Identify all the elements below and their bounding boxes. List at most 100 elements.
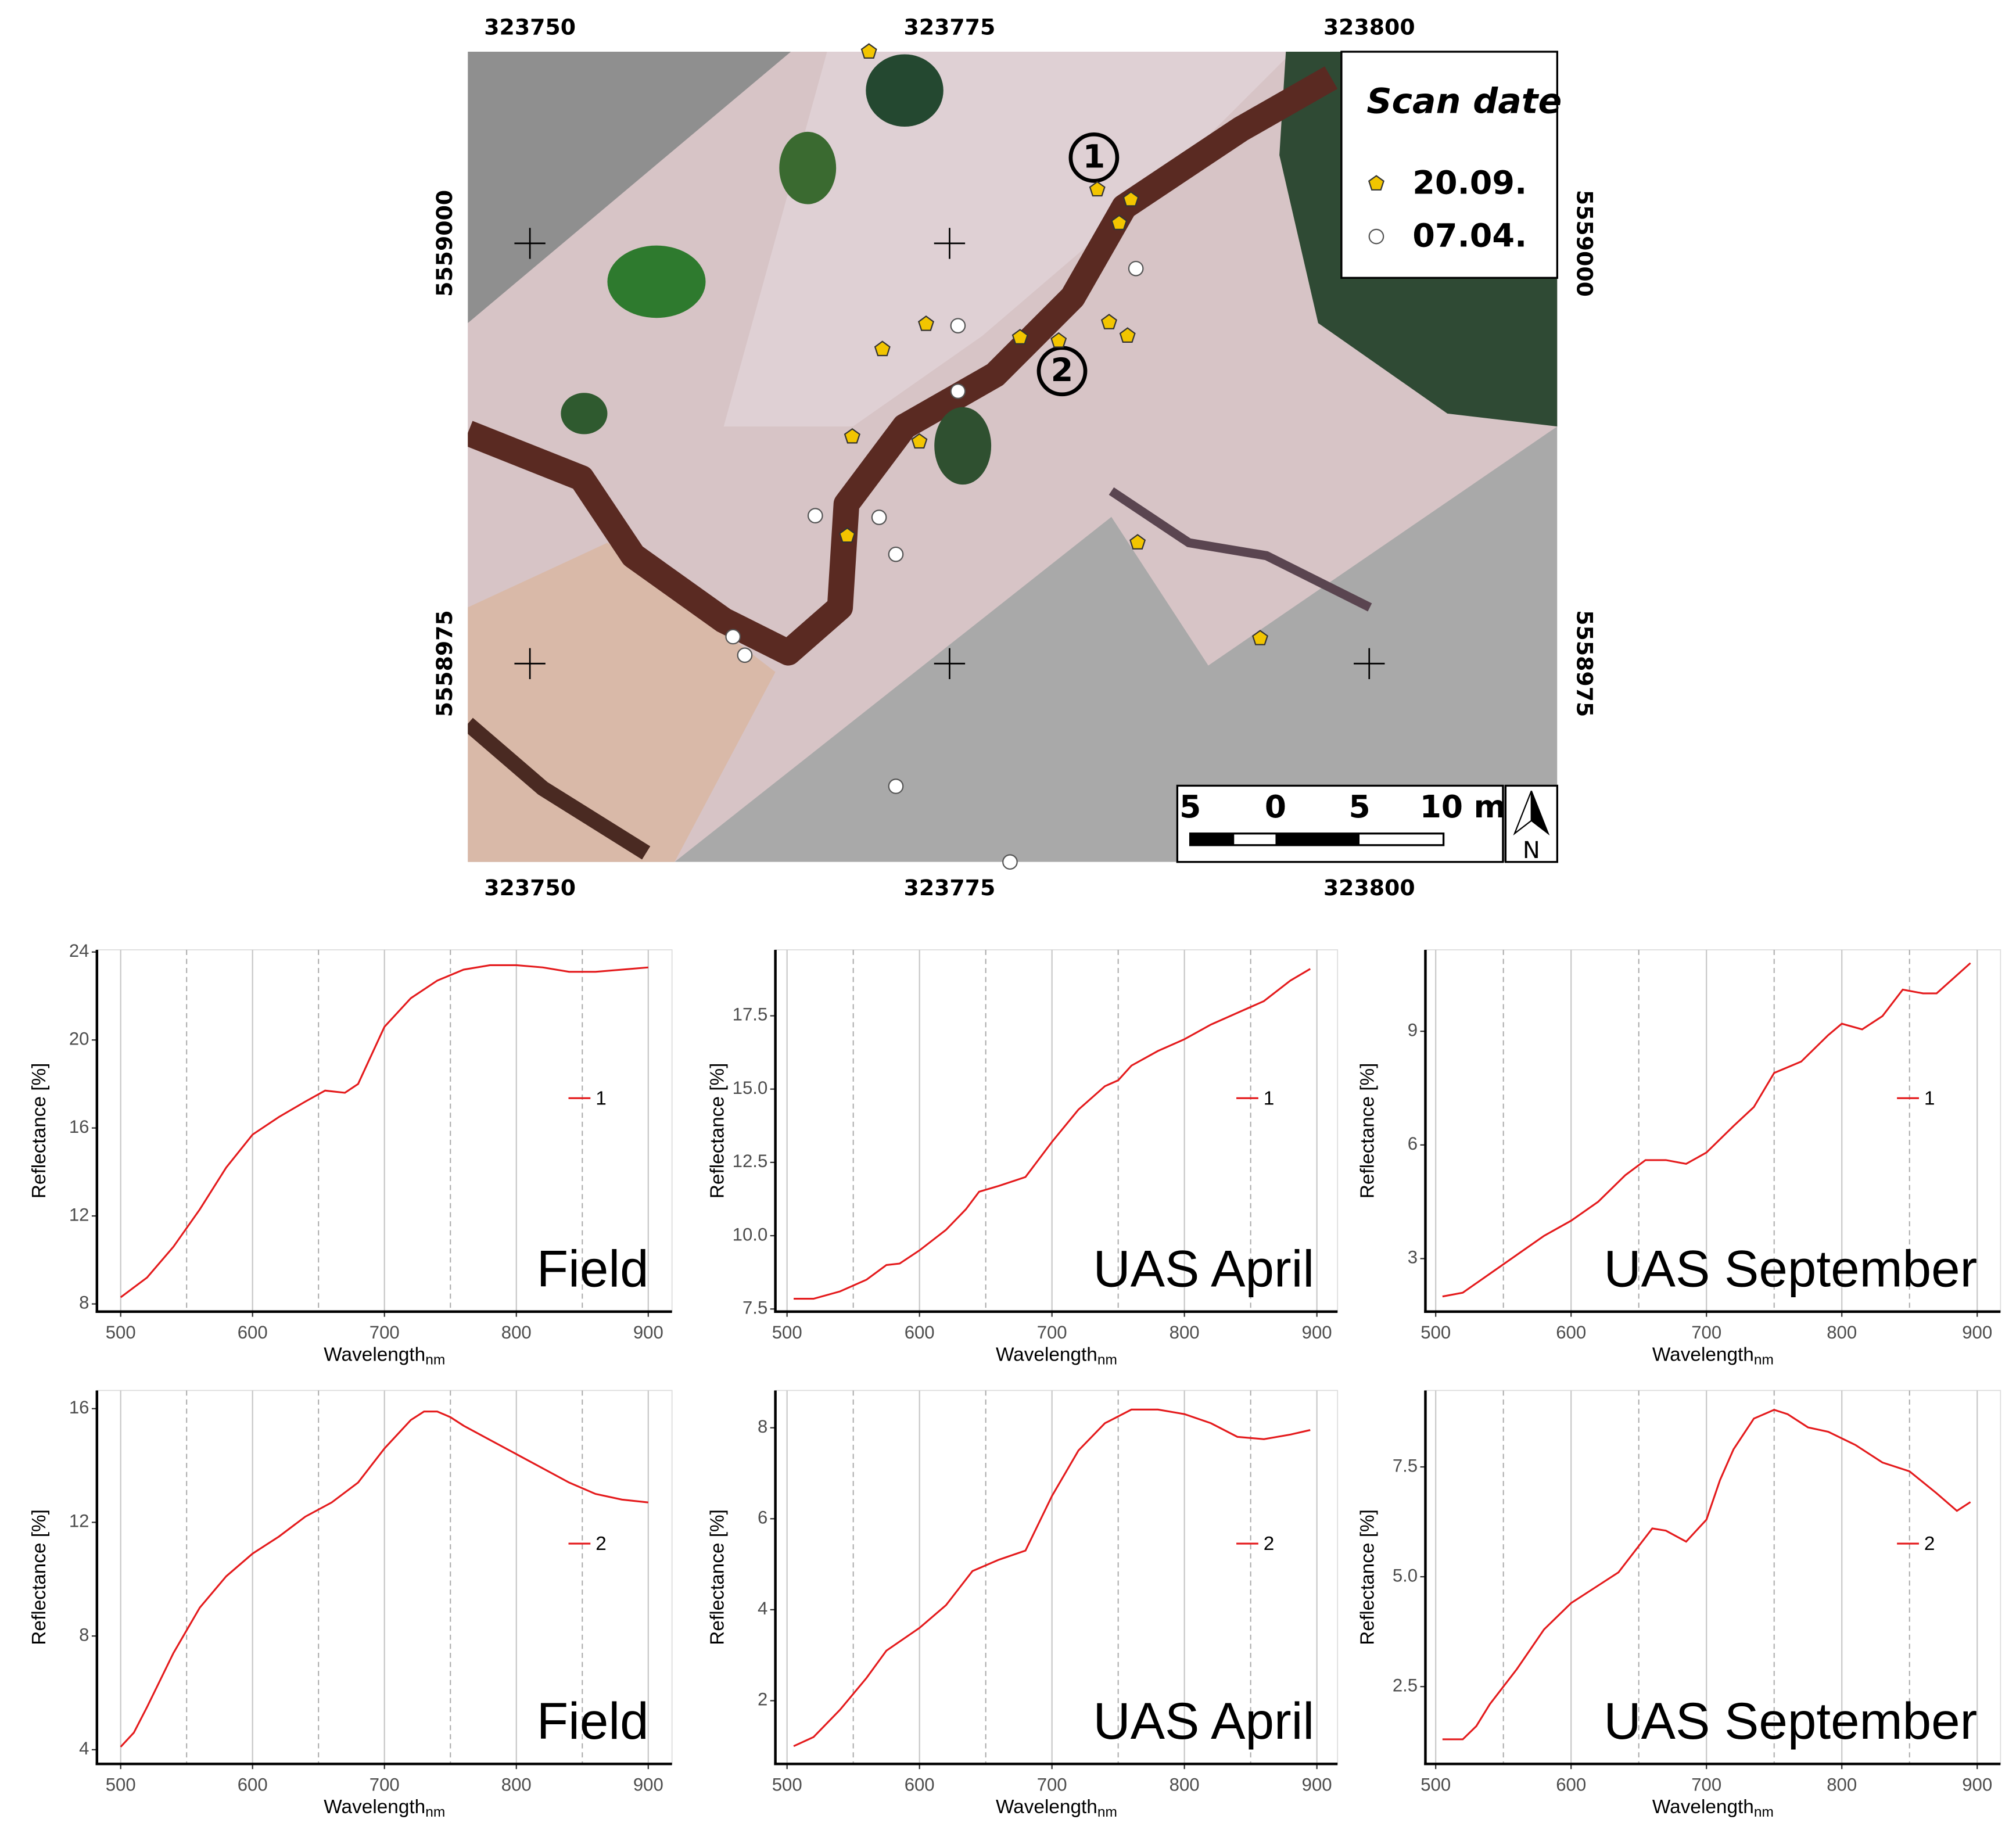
- x-axis-title-sub: nm: [425, 1352, 445, 1368]
- plot-background: [774, 1390, 1339, 1765]
- x-tick-label: 600: [238, 1774, 268, 1795]
- x-tick-label: 800: [1170, 1322, 1200, 1343]
- x-tick-label: 700: [1037, 1774, 1067, 1795]
- crosshair: [514, 648, 546, 679]
- scale-label: 5: [1348, 788, 1370, 825]
- y-tick-label: 6: [758, 1507, 767, 1527]
- x-tick-label: 800: [501, 1322, 532, 1343]
- legend-label: 2: [596, 1533, 607, 1555]
- point: [871, 509, 887, 525]
- x-axis-title-sub: nm: [1754, 1804, 1774, 1820]
- point: [725, 629, 741, 645]
- y-axis-title: Reflectance [%]: [707, 1063, 729, 1199]
- y-tick-label: 12: [69, 1204, 89, 1225]
- panel-label: UAS April: [1093, 1240, 1314, 1298]
- point: [1129, 534, 1146, 550]
- x-axis-title-main: Wavelength: [324, 1344, 425, 1365]
- point: [1111, 214, 1128, 230]
- point: [1050, 332, 1067, 348]
- legend-label: 1: [596, 1088, 607, 1109]
- scale-segment: [1190, 833, 1235, 845]
- x-tick-label: 600: [238, 1322, 268, 1343]
- x-tick-label: 800: [1827, 1322, 1857, 1343]
- x-axis-title: Wavelengthnm: [996, 1344, 1117, 1368]
- tree: [561, 393, 608, 435]
- x-axis-title: Wavelengthnm: [996, 1796, 1117, 1821]
- site-label: 1: [1083, 138, 1106, 176]
- tree: [866, 54, 944, 127]
- x-axis-title-main: Wavelength: [996, 1344, 1097, 1365]
- y-tick-label: 7.5: [742, 1297, 767, 1318]
- scale-bar: 5 0 5 10 m N: [1176, 784, 1559, 864]
- x-tick-label: 800: [1827, 1774, 1857, 1795]
- x-tick-label: 500: [772, 1774, 802, 1795]
- point: [1122, 191, 1139, 207]
- chart-panel: 500 600 700 800 900 7.5 10.0 12.5 15.0 17.5 Reflec…: [707, 949, 1339, 1368]
- point: [844, 428, 860, 444]
- x-axis-title-sub: nm: [1097, 1352, 1117, 1368]
- x-tick-label: 700: [370, 1322, 400, 1343]
- point: [1089, 181, 1106, 197]
- gully: [468, 717, 651, 860]
- point: [1119, 327, 1136, 343]
- y-axis-title: Reflectance [%]: [28, 1063, 50, 1199]
- point: [874, 340, 891, 357]
- x-tick-label: 900: [1302, 1774, 1332, 1795]
- x-axis-title-main: Wavelength: [1652, 1344, 1754, 1365]
- y-tick-label: 5559000: [432, 190, 457, 297]
- site-marker: [1036, 346, 1088, 397]
- legend-title: Scan date: [1366, 81, 1562, 122]
- x-tick-label: 600: [905, 1322, 935, 1343]
- x-tick-label: 900: [633, 1774, 663, 1795]
- x-axis-title-main: Wavelength: [996, 1796, 1097, 1818]
- x-tick-label: 600: [1556, 1322, 1586, 1343]
- point: [1011, 329, 1028, 344]
- chart-panel: 500 600 700 800 900 4 8 12 16 Reflectance [%] Wave…: [28, 1390, 673, 1820]
- x-tick-label: 323800: [1323, 14, 1415, 40]
- legend-label: 1: [1924, 1088, 1935, 1109]
- legend-label: 1: [1264, 1088, 1275, 1109]
- y-tick-label: 15.0: [733, 1078, 768, 1098]
- series-line: [120, 964, 648, 1298]
- point: [1100, 314, 1117, 329]
- point: [737, 647, 753, 663]
- x-tick-label: 500: [106, 1774, 136, 1795]
- crosshair: [934, 228, 966, 259]
- plot-background: [1425, 1390, 2001, 1765]
- series-line: [120, 1411, 648, 1747]
- y-axis-title: Reflectance [%]: [1357, 1509, 1378, 1645]
- y-tick-label: 16: [69, 1397, 89, 1418]
- site-label: 2: [1051, 351, 1074, 389]
- panel-label: Field: [537, 1240, 649, 1298]
- x-tick-label: 700: [1691, 1774, 1721, 1795]
- crosshair: [1354, 648, 1385, 679]
- y-tick-label: 8: [79, 1293, 89, 1313]
- x-tick-label: 323775: [904, 14, 996, 40]
- y-tick-label: 5558975: [432, 610, 457, 717]
- scale-box: [1176, 784, 1504, 863]
- x-tick-label: 600: [905, 1774, 935, 1795]
- y-tick-label: 12.5: [733, 1151, 768, 1171]
- point: [950, 318, 966, 334]
- series-line: [1442, 962, 1971, 1298]
- y-tick-label: 2.5: [1393, 1675, 1418, 1695]
- legend-label: 20.09.: [1412, 164, 1527, 202]
- y-tick-label: 5.0: [1393, 1565, 1418, 1585]
- site-marker: [1068, 132, 1120, 183]
- x-tick-label: 700: [1037, 1322, 1067, 1343]
- x-axis-title-main: Wavelength: [1652, 1796, 1754, 1818]
- y-axis-title: Reflectance [%]: [1357, 1063, 1378, 1199]
- x-tick-label: 600: [1556, 1774, 1586, 1795]
- y-tick-label: 9: [1408, 1020, 1418, 1040]
- scale-label: 5: [1179, 788, 1201, 825]
- point: [888, 546, 904, 562]
- north-label: N: [1523, 837, 1540, 864]
- chart-panel: 500 600 700 800 900 8 12 16 20 24 Reflectance [%] W…: [28, 941, 673, 1368]
- x-tick-label: 700: [1691, 1322, 1721, 1343]
- y-tick-label: 7.5: [1393, 1455, 1418, 1476]
- scale-label: 10 m: [1420, 788, 1506, 825]
- y-tick-label: 16: [69, 1117, 89, 1137]
- point: [888, 778, 904, 794]
